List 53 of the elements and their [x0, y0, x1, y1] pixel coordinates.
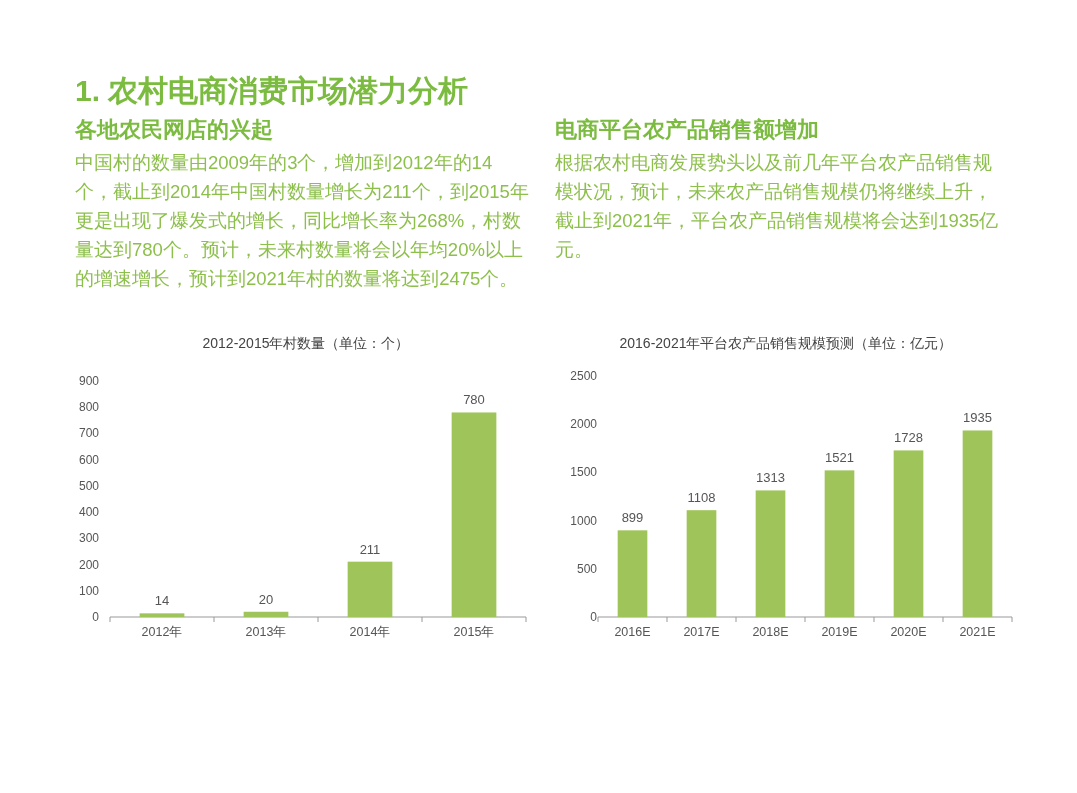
bar: [893, 450, 924, 617]
bar: [617, 530, 648, 617]
x-tick-label: 2013年: [245, 625, 287, 639]
x-tick-label: 2015年: [453, 625, 495, 639]
data-label: 899: [621, 510, 644, 526]
text: 电商平台农产品销售额增加: [555, 116, 820, 144]
bar: [139, 613, 185, 617]
y-tick-label: 0: [590, 610, 598, 624]
y-tick-label: 0: [92, 610, 100, 624]
y-tick-label: 100: [78, 583, 100, 598]
x-tick-label: 2014年: [349, 625, 391, 639]
y-tick-label: 700: [78, 426, 100, 441]
bar: [451, 412, 497, 617]
bar: [347, 561, 393, 617]
x-tick-label: 2020E: [890, 625, 927, 639]
data-label: 1728: [894, 430, 923, 446]
x-tick-label: 2018E: [752, 625, 789, 639]
text: 各地农民网店的兴起: [75, 116, 274, 144]
y-tick-label: 500: [78, 478, 100, 493]
x-tick-label: 2021E: [959, 625, 996, 639]
chart-title: 2012-2015年村数量（单位：个）: [202, 335, 410, 351]
data-label: 211: [359, 541, 381, 557]
y-tick-label: 1500: [570, 465, 598, 480]
x-tick-label: 2019E: [821, 625, 858, 639]
data-label: 1935: [963, 410, 992, 426]
y-tick-label: 2500: [570, 369, 598, 383]
data-label: 1108: [687, 490, 716, 506]
text: 1. 农村电商消费市场潜力分析: [75, 73, 470, 109]
bar: [962, 430, 993, 617]
x-tick-label: 2017E: [683, 625, 720, 639]
text: 根据农村电商发展势头以及前几年平台农产品销售规模状况，预计，未来农产品销售规模仍将继续上升，截止到2021年，平台农产品销售规模将会达到1935亿元。: [555, 151, 1000, 262]
y-tick-label: 300: [78, 531, 100, 546]
data-label: 1521: [825, 450, 854, 466]
bar: [686, 510, 717, 617]
data-label: 1313: [756, 470, 785, 486]
y-tick-label: 200: [78, 557, 100, 572]
text: 中国村的数量由2009年的3个，增加到2012年的14个，截止到2014年中国村数量增长为211个，到2015年更是出现了爆发式的增长，同比增长率为268%，村数量达到780个。预计，未来村数量将会以年均20%以上的增速增长，预计到2021年村的数量将达到2475个。: [75, 151, 530, 291]
bar: [243, 611, 289, 617]
bar: [824, 470, 855, 617]
chart-title: 2016-2021年平台农产品销售规模预测（单位：亿元）: [619, 335, 953, 351]
x-tick-label: 2016E: [614, 625, 651, 639]
data-label: 20: [258, 591, 274, 607]
y-tick-label: 500: [576, 561, 598, 576]
bar: [755, 490, 786, 617]
y-tick-label: 1000: [570, 513, 598, 528]
y-tick-label: 600: [78, 452, 100, 467]
x-tick-label: 2012年: [141, 625, 183, 639]
y-tick-label: 900: [78, 374, 100, 388]
y-tick-label: 800: [78, 400, 100, 415]
data-label: 14: [154, 593, 170, 609]
data-label: 780: [463, 392, 485, 408]
y-tick-label: 400: [78, 505, 100, 520]
y-tick-label: 2000: [570, 417, 598, 432]
